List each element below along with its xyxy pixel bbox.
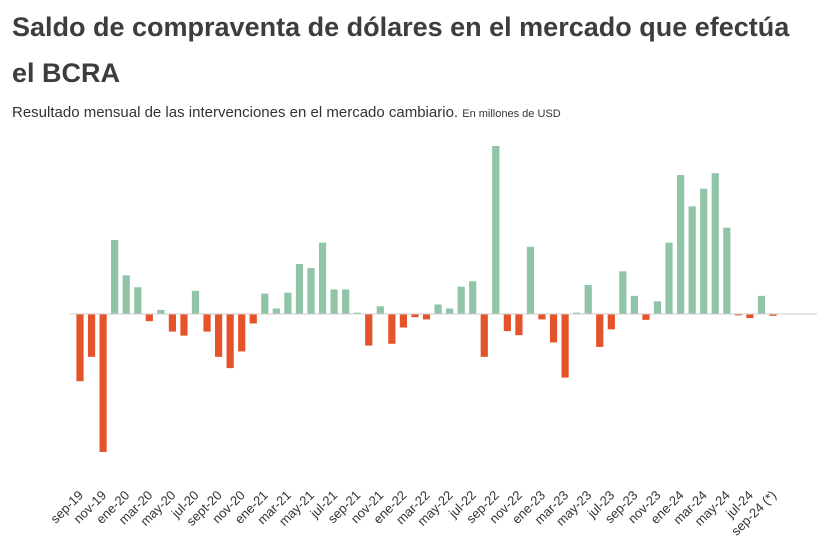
bar-ago-23 — [619, 271, 627, 314]
bar-ago-22 — [480, 314, 488, 357]
bar-ene-23 — [538, 314, 546, 320]
x-tick-labels: sep-19nov-19ene-20mar-20may-20jul-20sept… — [47, 488, 779, 539]
bar-sep-19 — [76, 314, 84, 382]
bar-jul-21 — [330, 289, 338, 314]
bar-jun-24 — [734, 314, 742, 316]
chart-title: Saldo de compraventa de dólares en el me… — [12, 12, 790, 88]
bar-dic-22 — [526, 246, 535, 314]
bar-may-21 — [307, 268, 315, 314]
unit-note: En millones de USD — [462, 108, 561, 120]
bar-abr-23 — [573, 312, 581, 314]
bar-may-24 — [723, 227, 731, 314]
bar-nov-21 — [376, 306, 384, 314]
bar-sep-22 — [492, 146, 500, 314]
bar-abr-21 — [295, 264, 304, 314]
bar-dic-23 — [665, 242, 673, 314]
bar-oct-22 — [503, 314, 511, 332]
bar-jul-20 — [191, 290, 200, 314]
bar-oct-19 — [87, 314, 96, 357]
bar-oct-21 — [365, 314, 373, 346]
bar-ene-20 — [122, 275, 130, 314]
bar-sep-24 (*) — [769, 314, 777, 316]
bar-sept-20 — [215, 314, 223, 357]
bar-jul-24 — [746, 314, 754, 319]
bar-jun-20 — [180, 314, 188, 336]
bar-may-23 — [584, 284, 592, 314]
bar-ago-21 — [342, 289, 350, 314]
bar-feb-24 — [688, 206, 696, 314]
bar-oct-23 — [642, 314, 650, 320]
bar-feb-22 — [411, 314, 419, 318]
bar-oct-20 — [226, 314, 234, 369]
bar-ago-20 — [203, 314, 211, 332]
bar-feb-21 — [272, 308, 280, 314]
bar-feb-20 — [134, 287, 142, 314]
bar-nov-20 — [238, 314, 246, 352]
bar-abr-24 — [711, 173, 719, 314]
bar-nov-23 — [653, 301, 662, 314]
bar-sep-21 — [353, 312, 361, 314]
bar-ene-24 — [677, 175, 685, 314]
bars-group — [76, 146, 777, 452]
bar-dic-20 — [249, 314, 257, 324]
bar-mar-22 — [422, 314, 431, 320]
chart-subtitle: Resultado mensual de las intervenciones … — [12, 104, 561, 121]
bar-jul-23 — [607, 314, 615, 330]
bar-mar-21 — [284, 292, 292, 314]
bar-ene-22 — [399, 314, 407, 328]
bar-nov-22 — [515, 314, 523, 336]
bar-mar-20 — [145, 314, 153, 322]
bar-jul-22 — [469, 281, 477, 314]
bar-jun-23 — [596, 314, 604, 347]
bar-may-20 — [168, 314, 176, 332]
bar-may-22 — [446, 308, 454, 314]
subtitle-text: Resultado mensual de las intervenciones … — [12, 104, 459, 121]
bar-nov-19 — [99, 314, 107, 452]
bar-abr-20 — [157, 309, 165, 314]
bar-ago-24 — [757, 295, 766, 314]
bar-jun-22 — [457, 286, 465, 314]
bar-mar-23 — [561, 314, 569, 378]
bar-dic-21 — [388, 314, 396, 344]
bar-ene-21 — [261, 293, 269, 314]
bar-jun-21 — [318, 242, 327, 314]
bar-mar-24 — [700, 188, 708, 314]
bar-dic-19 — [111, 239, 119, 314]
bar-abr-22 — [434, 304, 442, 314]
bar-feb-23 — [549, 314, 558, 343]
bar-sep-23 — [630, 295, 638, 314]
